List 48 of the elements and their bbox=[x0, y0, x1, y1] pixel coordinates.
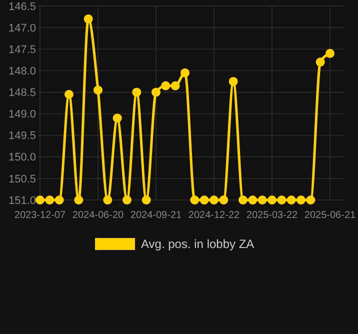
legend-label: Avg. pos. in lobby ZA bbox=[141, 237, 254, 252]
y-tick-label: 150.0 bbox=[8, 152, 36, 164]
point bbox=[296, 196, 306, 204]
point bbox=[103, 196, 112, 204]
point bbox=[238, 196, 248, 204]
point bbox=[94, 86, 102, 95]
y-tick-label: 147.5 bbox=[8, 44, 36, 56]
point bbox=[228, 76, 238, 86]
point bbox=[306, 196, 316, 204]
point bbox=[142, 196, 151, 204]
point bbox=[36, 196, 44, 204]
point bbox=[316, 58, 325, 67]
point bbox=[54, 196, 64, 204]
point bbox=[64, 90, 74, 99]
point bbox=[258, 196, 267, 204]
y-tick-label: 147.0 bbox=[8, 22, 36, 34]
point bbox=[74, 196, 84, 204]
point bbox=[210, 196, 218, 204]
y-tick-label: 146.5 bbox=[8, 0, 36, 13]
point bbox=[200, 196, 209, 204]
point bbox=[277, 196, 286, 204]
point bbox=[286, 196, 296, 204]
point bbox=[219, 196, 228, 204]
point bbox=[326, 48, 334, 58]
y-tick-label: 149.5 bbox=[8, 130, 36, 142]
y-tick-label: 150.5 bbox=[8, 173, 36, 186]
y-tick-label: 151.0 bbox=[8, 194, 36, 207]
x-tick-label: 2024-09-21 bbox=[130, 210, 182, 221]
point bbox=[45, 196, 54, 204]
x-tick-label: 2024-06-20 bbox=[72, 210, 124, 221]
point bbox=[190, 196, 200, 204]
x-tick-label: 2025-03-22 bbox=[246, 210, 298, 221]
point bbox=[112, 114, 122, 123]
point bbox=[180, 68, 190, 78]
point bbox=[132, 88, 142, 97]
point bbox=[268, 196, 276, 204]
y-tick-label: 149.0 bbox=[8, 108, 36, 121]
point bbox=[161, 81, 170, 90]
y-tick-label: 148.5 bbox=[8, 87, 36, 100]
x-tick-label: 2024-12-22 bbox=[188, 210, 240, 221]
point bbox=[84, 14, 93, 24]
y-tick-label: 148.0 bbox=[8, 66, 36, 78]
point bbox=[170, 81, 180, 90]
x-tick-label: 2025-06-21 bbox=[304, 210, 356, 221]
point bbox=[152, 88, 160, 97]
x-tick-label: 2023-12-07 bbox=[14, 210, 66, 221]
point bbox=[248, 196, 258, 204]
point bbox=[122, 196, 132, 204]
